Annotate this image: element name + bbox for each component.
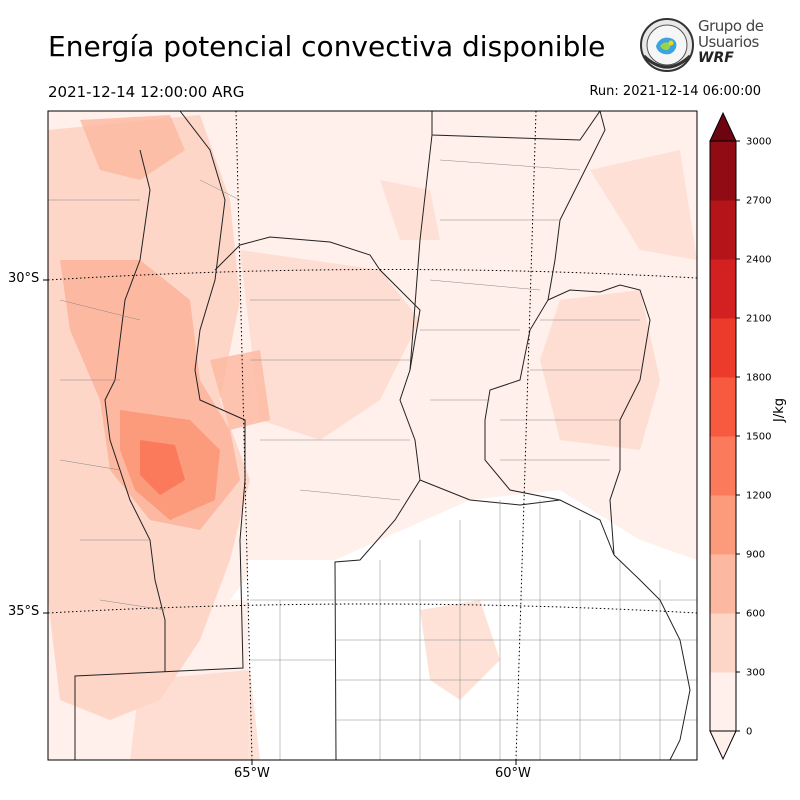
logo-line-2: Usuarios bbox=[698, 33, 759, 51]
colorbar-tick-label: 2400 bbox=[746, 255, 771, 266]
colorbar-extend-low bbox=[709, 730, 737, 761]
wrf-logo: Grupo de Usuarios WRF bbox=[638, 16, 768, 74]
lon-label-65w: 65°W bbox=[234, 766, 270, 781]
colorbar-segment bbox=[710, 554, 736, 614]
colorbar-tick-label: 1800 bbox=[746, 373, 771, 384]
globe-logo-icon bbox=[640, 18, 694, 72]
colorbar-tick-label: 2100 bbox=[746, 314, 771, 325]
map-frame bbox=[47, 110, 698, 761]
colorbar-tick-label: 300 bbox=[746, 668, 765, 679]
logo-line-1: Grupo de bbox=[698, 17, 764, 35]
colorbar-segment bbox=[710, 672, 736, 732]
logo-line-3: WRF bbox=[698, 50, 734, 66]
colorbar-segment bbox=[710, 495, 736, 555]
valid-time: 2021-12-14 12:00:00 ARG bbox=[48, 83, 245, 101]
map-title: Energía potencial convectiva disponible bbox=[48, 30, 606, 63]
colorbar-extend-high bbox=[709, 111, 737, 142]
colorbar-tick-label: 600 bbox=[746, 609, 765, 620]
colorbar-segment bbox=[710, 377, 736, 437]
colorbar-tick-label: 900 bbox=[746, 550, 765, 561]
colorbar-segment bbox=[710, 200, 736, 260]
colorbar-tick-label: 0 bbox=[746, 727, 752, 738]
colorbar-tick-label: 1200 bbox=[746, 491, 771, 502]
colorbar-tick-label: 2700 bbox=[746, 196, 771, 207]
run-time: Run: 2021-12-14 06:00:00 bbox=[589, 84, 761, 99]
colorbar-tick-label: 1500 bbox=[746, 432, 771, 443]
colorbar-segment bbox=[710, 318, 736, 378]
colorbar-segment bbox=[710, 141, 736, 201]
colorbar-segment bbox=[710, 259, 736, 319]
colorbar: 0 300 600 900 1200 1500 1800 2100 2400 2700 3000 bbox=[709, 111, 771, 761]
lat-label-35s: 35°S bbox=[8, 604, 40, 619]
colorbar-unit-label: J/kg bbox=[772, 398, 787, 422]
map-panel bbox=[48, 111, 697, 760]
colorbar-tick-label: 3000 bbox=[746, 137, 771, 148]
colorbar-segment bbox=[710, 613, 736, 673]
colorbar-segment bbox=[710, 436, 736, 496]
lon-label-60w: 60°W bbox=[495, 766, 531, 781]
lat-label-30s: 30°S bbox=[8, 271, 40, 286]
